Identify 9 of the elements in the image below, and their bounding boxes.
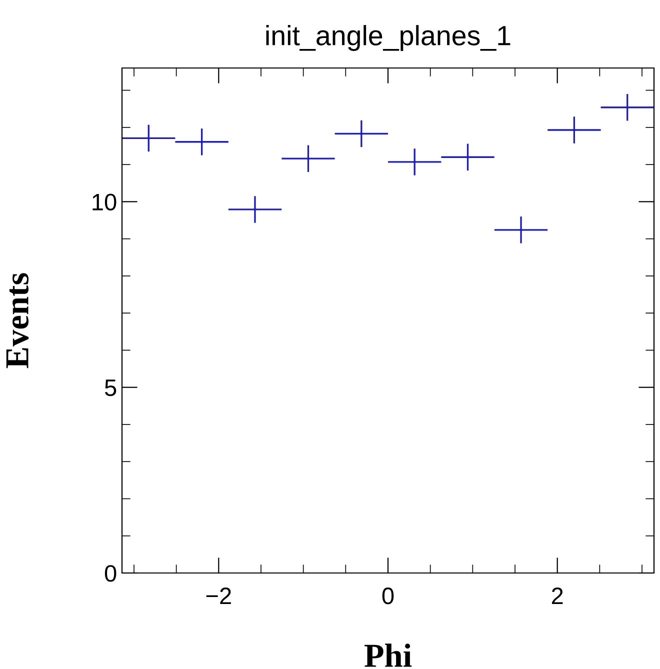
y-tick-label: 10 [92, 194, 116, 210]
y-tick-label: 0 [104, 565, 116, 582]
y-axis-title: Events [6, 273, 29, 368]
x-tick-label: 0 [382, 588, 394, 604]
x-axis-title: Phi [364, 644, 412, 667]
x-tick-label: −2 [206, 588, 231, 604]
x-tick-label: 2 [552, 588, 563, 604]
chart-title: init_angle_planes_1 [266, 25, 510, 51]
y-tick-label: 5 [104, 380, 116, 396]
